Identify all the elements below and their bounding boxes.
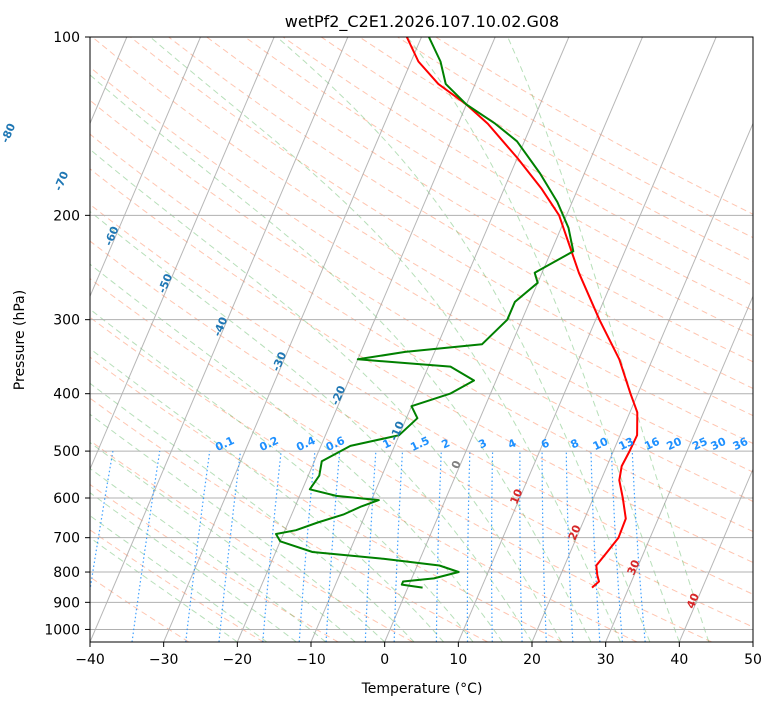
y-tick-label: 100 <box>53 30 80 46</box>
x-tick-label: −10 <box>296 652 326 668</box>
y-tick-label: 500 <box>53 444 80 460</box>
y-tick-label: 900 <box>53 595 80 611</box>
y-tick-label: 400 <box>53 387 80 403</box>
chart-title: wetPf2_C2E1.2026.107.10.02.G08 <box>285 12 559 32</box>
x-tick-label: 50 <box>744 652 762 668</box>
x-tick-label: −40 <box>75 652 105 668</box>
x-tick-label: −30 <box>149 652 179 668</box>
y-tick-label: 300 <box>53 313 80 329</box>
x-tick-label: 30 <box>597 652 615 668</box>
y-tick-label: 600 <box>53 491 80 507</box>
y-tick-label: 1000 <box>44 622 80 638</box>
y-tick-label: 800 <box>53 565 80 581</box>
y-tick-label: 200 <box>53 208 80 224</box>
x-tick-label: 10 <box>449 652 467 668</box>
x-tick-label: 0 <box>380 652 389 668</box>
x-axis-label: Temperature (°C) <box>361 681 483 697</box>
x-tick-label: 20 <box>523 652 541 668</box>
x-tick-label: −20 <box>223 652 253 668</box>
y-tick-label: 700 <box>53 531 80 547</box>
y-axis-label: Pressure (hPa) <box>12 290 28 390</box>
x-tick-label: 40 <box>670 652 688 668</box>
